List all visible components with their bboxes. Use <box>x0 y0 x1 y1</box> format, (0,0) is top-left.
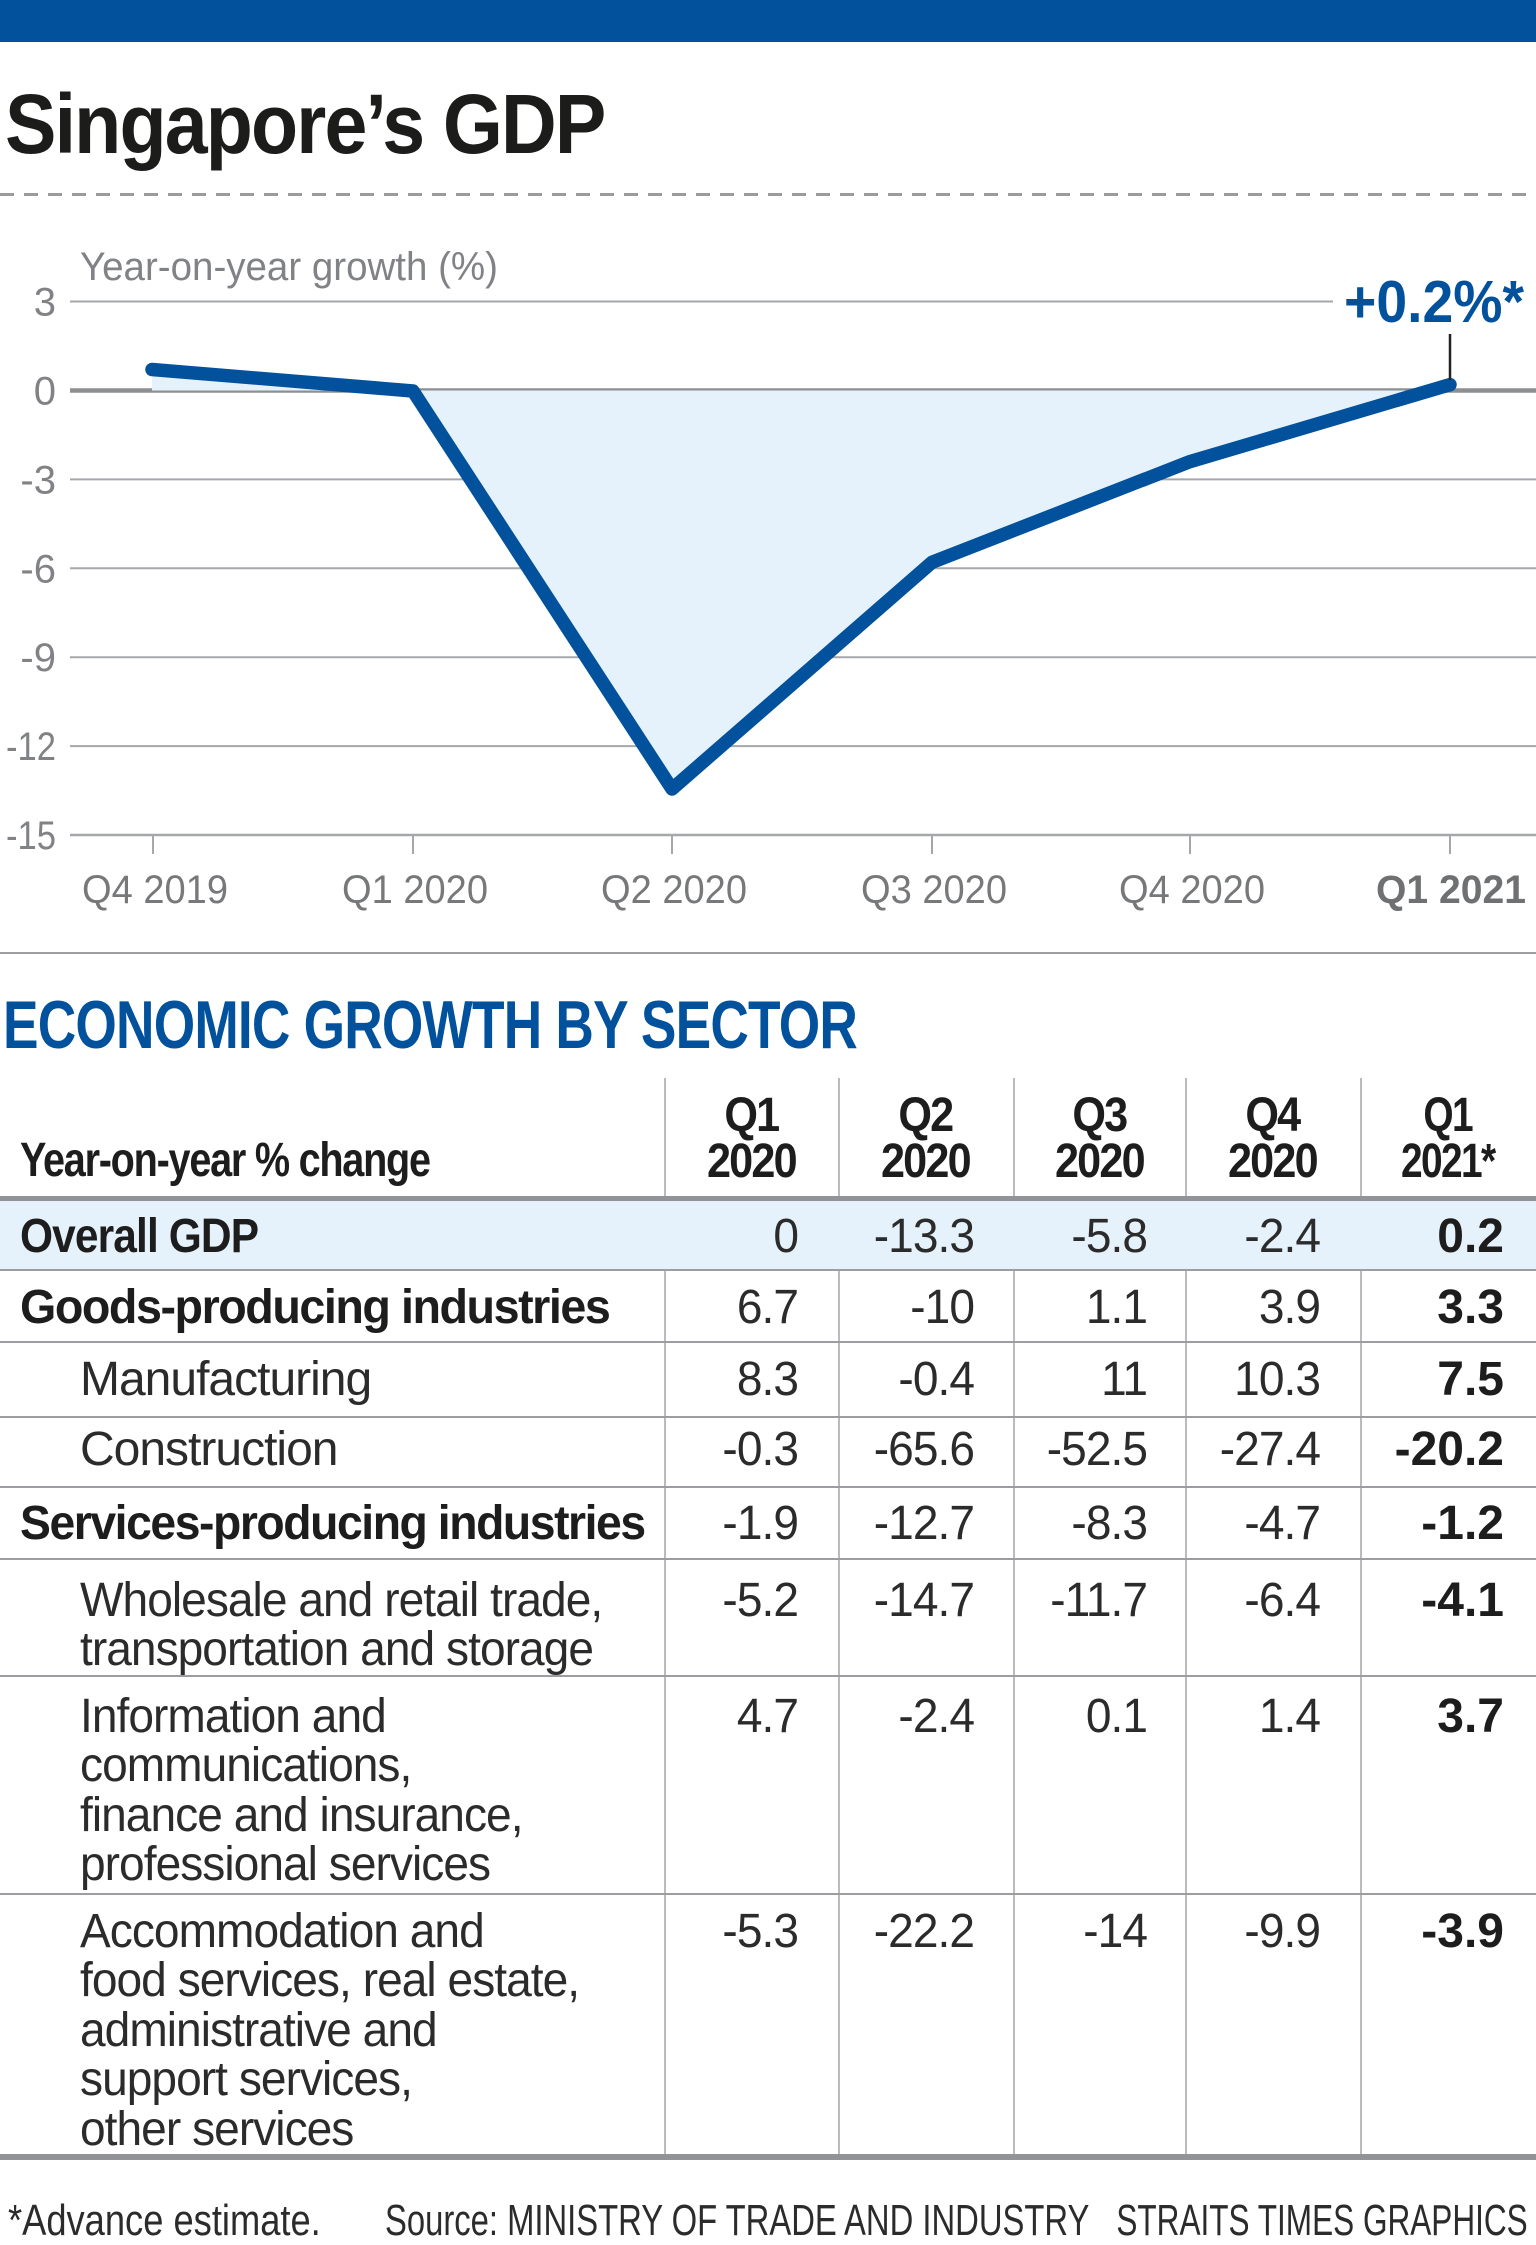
svg-text:+0.2%*: +0.2%* <box>1344 269 1524 335</box>
svg-text:-15: -15 <box>6 814 56 858</box>
svg-text:3: 3 <box>34 281 56 325</box>
svg-text:-3: -3 <box>20 458 56 502</box>
svg-text:Q4 2020: Q4 2020 <box>1119 868 1265 912</box>
svg-text:Q4 2019: Q4 2019 <box>82 868 228 912</box>
svg-text:Q1 2021: Q1 2021 <box>1376 868 1526 912</box>
svg-text:Q1 2020: Q1 2020 <box>342 868 488 912</box>
svg-text:Q3 2020: Q3 2020 <box>861 868 1007 912</box>
svg-text:0: 0 <box>34 370 56 414</box>
svg-text:Q2 2020: Q2 2020 <box>601 868 747 912</box>
svg-text:-9: -9 <box>20 636 56 680</box>
svg-text:-12: -12 <box>6 725 56 769</box>
svg-text:Year-on-year growth (%): Year-on-year growth (%) <box>80 245 498 289</box>
svg-text:-6: -6 <box>20 547 56 591</box>
